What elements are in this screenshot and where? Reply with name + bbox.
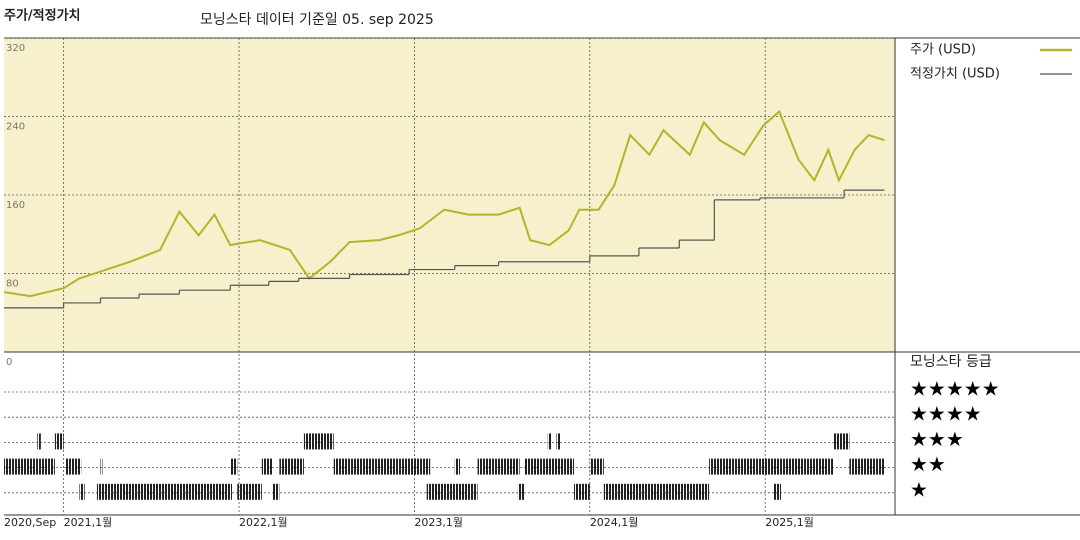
rating-period <box>773 483 781 500</box>
rating-period <box>4 458 55 475</box>
rating-period <box>556 433 560 450</box>
rating-period <box>547 433 552 450</box>
rating-period <box>454 458 461 475</box>
rating-period <box>517 483 525 500</box>
rating-period <box>709 458 834 475</box>
chart-title: 주가/적정가치 <box>4 8 81 24</box>
rating-period <box>303 433 334 450</box>
rating-label: ★★★ <box>910 427 964 451</box>
rating-period <box>272 483 280 500</box>
rating-period <box>230 458 238 475</box>
rating-period <box>261 458 273 475</box>
rating-period <box>79 483 85 500</box>
x-tick-label: 2022,1월 <box>239 516 288 529</box>
rating-period <box>524 458 575 475</box>
rating-period <box>849 458 885 475</box>
rating-period <box>65 458 82 475</box>
rating-label: ★★★★★ <box>910 377 1000 401</box>
rating-label: ★★★★ <box>910 402 982 426</box>
rating-period <box>426 483 478 500</box>
y-tick-label: 160 <box>6 200 25 211</box>
y-tick-label: 80 <box>6 279 19 290</box>
x-tick-label: 2021,1월 <box>64 516 113 529</box>
rating-period <box>237 483 262 500</box>
x-tick-label: 2024,1월 <box>590 516 639 529</box>
chart-subtitle: 모닝스타 데이터 기준일 05. sep 2025 <box>200 12 434 28</box>
legend-label: 적정가치 (USD) <box>910 67 1000 82</box>
x-tick-label: 2025,1월 <box>765 516 814 529</box>
rating-period <box>574 483 590 500</box>
y-tick-label: 320 <box>6 43 25 54</box>
rating-title: 모닝스타 등급 <box>910 354 992 370</box>
rating-period <box>100 458 103 475</box>
rating-period <box>589 458 604 475</box>
rating-label: ★ <box>910 477 928 501</box>
price-line <box>3 109 885 298</box>
y-tick-label: 240 <box>6 122 25 133</box>
legend-label: 주가 (USD) <box>910 43 976 58</box>
rating-period <box>54 433 64 450</box>
rating-period <box>477 458 520 475</box>
rating-period <box>96 483 233 500</box>
rating-period <box>603 483 710 500</box>
rating-period <box>833 433 850 450</box>
rating-period <box>333 458 431 475</box>
rating-label: ★★ <box>910 452 946 476</box>
x-tick-label: 2023,1월 <box>414 516 463 529</box>
rating-period <box>37 433 41 450</box>
x-tick-label: 2020,Sep <box>4 516 56 529</box>
y-tick-label: 0 <box>6 357 12 368</box>
rating-period <box>279 458 304 475</box>
